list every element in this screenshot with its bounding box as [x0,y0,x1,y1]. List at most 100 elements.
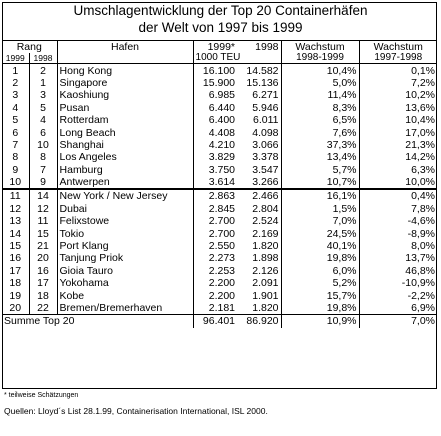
header-1999: 1999* [192,40,238,54]
subheader-range-2: 1997-1998 [358,53,438,65]
port-name: Gioia Tauro [56,264,194,278]
growth-1998-1999: 7,0% [280,215,360,228]
growth-1997-1998: 10,2% [358,89,438,102]
port-name: Tanjung Priok [56,252,194,265]
rank-1998: 9 [28,175,58,190]
growth-1998-1999: 24,5% [280,227,360,240]
growth-1998-1999: 11,4% [280,89,360,102]
teu-1999: 3.829 [192,151,238,164]
rank-1999: 15 [9,240,22,253]
teu-1999: 4.210 [192,138,238,152]
port-name: Port Klang [56,239,194,253]
rank-1999: 4 [12,101,19,114]
rank-1998: 22 [28,301,58,315]
growth-1997-1998: 10,4% [358,113,438,127]
port-name: Kaoshiung [56,89,194,102]
teu-1998: 2.169 [252,227,279,240]
title-line-1: Umschlagentwicklung der Top 20 Container… [73,3,368,18]
teu-1998: 3.378 [252,151,279,164]
teu-1998: 1.820 [252,302,279,314]
teu-1999: 2.700 [192,215,238,228]
table-row: 7 10 Shanghai 4.210 3.066 37,3% 21,3% [2,138,438,152]
growth-1998-1999: 10,4% [280,63,360,77]
table-row: 19 18 Kobe 2.200 1.901 15,7% -2,2% [2,289,438,302]
rank-1999: 20 [9,302,22,314]
teu-1998: 2.126 [252,264,279,277]
rank-1999: 9 [12,163,19,176]
rank-1999: 12 [9,202,22,215]
table-row: 5 4 Rotterdam 6.400 6.011 6,5% 10,4% [2,113,438,127]
teu-1998: 6.011 [253,114,279,127]
teu-1999: 6.400 [192,113,238,127]
subheader-rang-1998: 1998 [28,53,58,65]
port-name: Los Angeles [56,151,194,164]
teu-1998: 3.266 [252,176,279,189]
port-name: Hamburg [56,163,194,176]
teu-1998: 2.804 [252,202,279,215]
teu-1999: 2.273 [192,252,238,265]
growth-1997-1998: 8,0% [358,239,438,253]
teu-1998: 1.820 [252,240,279,253]
rank-1998: 4 [28,113,58,127]
growth-1997-1998: -4,6% [358,215,438,228]
teu-1998: 5.946 [252,101,279,114]
rank-1999: 6 [12,126,19,139]
growth-1997-1998: -8,9% [358,227,438,240]
table-row: 8 8 Los Angeles 3.829 3.378 13,4% 14,2% [2,151,438,164]
growth-1997-1998: 7,8% [358,202,438,216]
table-row: 4 5 Pusan 6.440 5.946 8,3% 13,6% [2,101,438,114]
growth-1998-1999: 1,5% [280,202,360,216]
table-row: 13 11 Felixstowe 2.700 2.524 7,0% -4,6% [2,215,438,228]
teu-1999: 2.863 [192,188,238,203]
teu-1998: 1.901 [252,289,279,302]
rank-1998: 15 [28,227,58,240]
table-row: 17 16 Gioia Tauro 2.253 2.126 6,0% 46,8% [2,264,438,278]
subheader-range-1: 1998-1999 [280,53,360,65]
growth-1997-1998: 0,1% [358,63,438,77]
growth-1997-1998: 13,6% [358,101,438,114]
teu-1999: 3.614 [192,175,238,190]
subheader-hafen-empty [56,53,194,65]
teu-1999: 2.845 [192,202,238,216]
port-name: Bremen/Bremerhaven [56,301,194,315]
growth-1998-1999: 10,7% [280,175,360,190]
growth-1998-1999: 19,8% [280,252,360,265]
rank-1999: 11 [2,188,29,203]
teu-1998: 15.136 [246,76,279,89]
header-1998: 1998 [237,40,282,54]
rank-1999: 19 [9,289,22,302]
growth-1997-1998: 13,7% [358,252,438,265]
teu-1999: 2.200 [192,277,238,290]
rank-1998: 2 [28,63,58,77]
port-name: Dubai [56,202,194,216]
teu-1998: 14.582 [246,64,279,77]
port-name: Antwerpen [56,175,194,190]
teu-1999: 6.440 [192,101,238,114]
table-row: 12 12 Dubai 2.845 2.804 1,5% 7,8% [2,202,438,216]
growth-1998-1999: 5,0% [280,76,360,90]
teu-1998: 4.098 [252,126,279,139]
growth-1998-1999: 5,2% [280,277,360,290]
teu-1999: 2.700 [192,227,238,240]
port-name: Tokio [56,227,194,240]
summary-growth-1: 10,9% [280,314,360,328]
teu-1999: 2.253 [192,264,238,278]
growth-1998-1999: 6,5% [280,113,360,127]
header-wachstum-1: Wachstum [280,40,360,54]
footnote: * teilweise Schätzungen [4,392,79,399]
port-name: Yokohama [56,277,194,290]
growth-1998-1999: 8,3% [280,101,360,114]
rank-1998: 12 [28,202,58,216]
rank-1998: 3 [28,89,58,102]
teu-1999: 3.750 [192,163,238,176]
table-row: 3 3 Kaoshiung 6.985 6.271 11,4% 10,2% [2,89,438,102]
summary-growth-2: 7,0% [358,314,438,328]
table-row: 1 2 Hong Kong 16.100 14.582 10,4% 0,1% [2,63,438,77]
growth-1998-1999: 37,3% [280,138,360,152]
port-name: Kobe [56,289,194,302]
rank-1999: 5 [12,114,19,127]
rank-1999: 16 [9,252,22,265]
rank-1998: 14 [28,188,58,203]
rank-1999: 7 [12,138,19,151]
subheader-unit: 1000 TEU [192,53,282,65]
